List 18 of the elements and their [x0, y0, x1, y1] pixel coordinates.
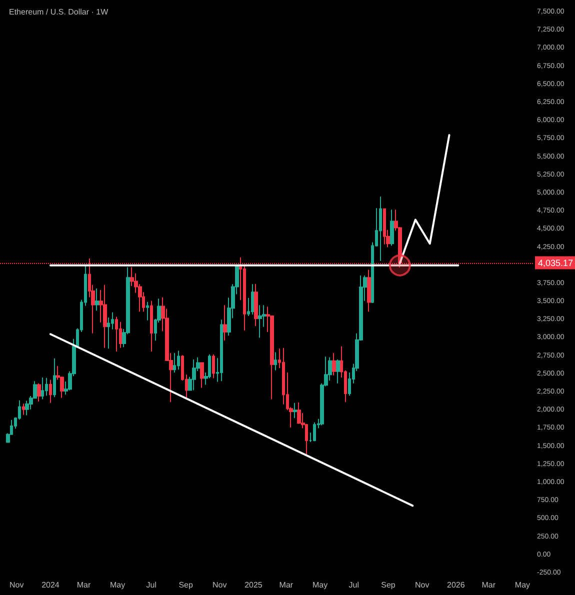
x-tick-label: Mar [279, 580, 294, 590]
x-tick-label: Nov [212, 580, 227, 590]
x-tick-label: Sep [381, 580, 396, 590]
x-tick-label: Jul [146, 580, 157, 590]
x-tick-label: Nov [10, 580, 24, 590]
x-tick-label: Nov [414, 580, 430, 590]
x-tick-label: Jul [348, 580, 360, 590]
x-tick-label: May [514, 580, 530, 590]
x-tick-label: Sep [178, 580, 194, 590]
x-tick-label: Mar [76, 580, 91, 590]
x-tick-label: May [312, 580, 328, 590]
chart-title: Ethereum / U.S. Dollar · 1W [9, 8, 109, 16]
x-tick-label: May [110, 580, 126, 590]
x-tick-label: 2024 [42, 580, 60, 590]
ref-line-label: 4,035.17 [538, 258, 574, 268]
x-tick-label: 2026 [447, 580, 466, 590]
x-tick-label: 2025 [244, 580, 263, 590]
x-tick-label: Mar [482, 580, 496, 590]
